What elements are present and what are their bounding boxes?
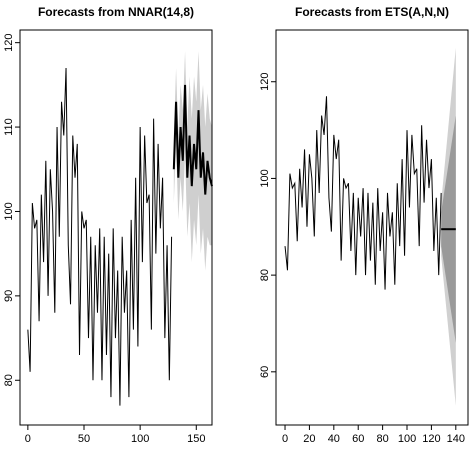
series-line	[284, 96, 442, 290]
x-tick-label: 60	[352, 433, 364, 445]
x-tick-label: 140	[447, 433, 465, 445]
x-tick-label: 100	[131, 433, 149, 445]
x-tick-label: 150	[187, 433, 205, 445]
y-tick-label: 60	[259, 366, 271, 378]
chart-title: Forecasts from NNAR(14,8)	[38, 5, 194, 19]
x-tick-label: 40	[328, 433, 340, 445]
forecast-line	[172, 84, 213, 195]
x-tick-label: 80	[376, 433, 388, 445]
y-tick-label: 100	[259, 169, 271, 187]
y-tick-label: 110	[3, 118, 15, 136]
chart-title: Forecasts from ETS(A,N,N)	[295, 5, 449, 19]
y-tick-label: 120	[259, 73, 271, 91]
plot-frame	[19, 29, 213, 426]
y-tick-label: 90	[3, 290, 15, 302]
x-tick-label: 50	[78, 433, 90, 445]
x-tick-label: 0	[25, 433, 31, 445]
plot-frame	[275, 29, 469, 426]
x-tick-label: 120	[422, 433, 440, 445]
x-tick-label: 0	[282, 433, 288, 445]
y-tick-label: 100	[3, 202, 15, 220]
y-tick-label: 80	[259, 269, 271, 281]
series-line	[27, 67, 173, 406]
x-tick-label: 20	[303, 433, 315, 445]
y-tick-label: 120	[3, 33, 15, 51]
y-tick-label: 80	[3, 374, 15, 386]
x-tick-label: 100	[398, 433, 416, 445]
